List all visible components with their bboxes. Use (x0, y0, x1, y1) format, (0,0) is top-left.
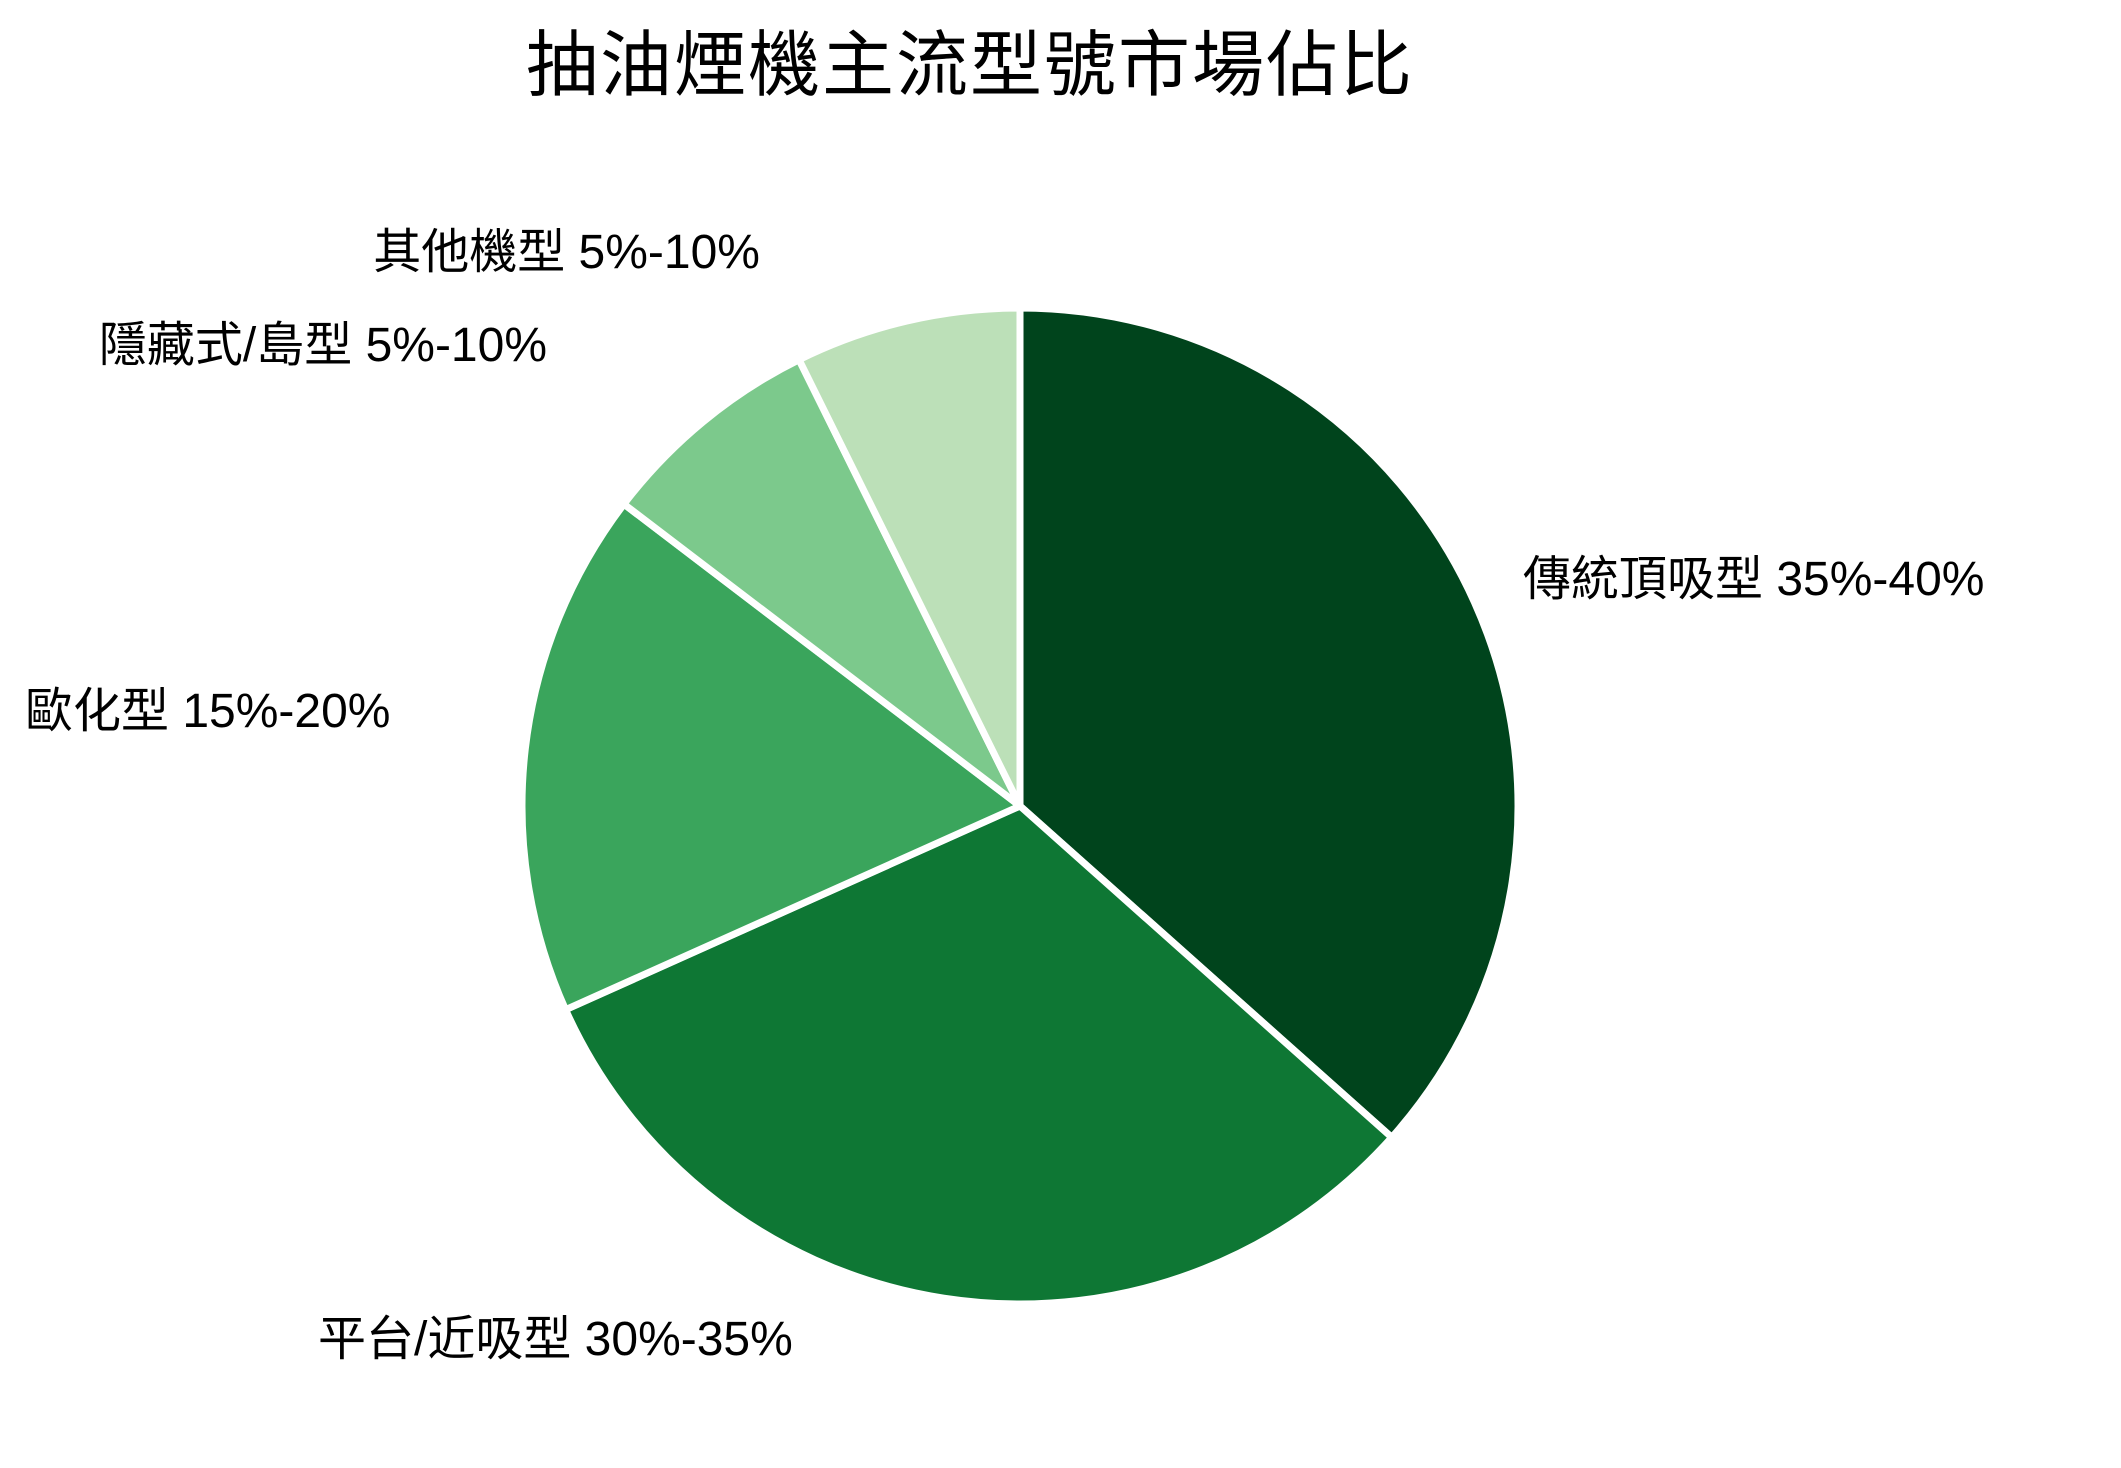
slice-label-traditional-top-suction: 傳統頂吸型 35%-40% (1523, 553, 1985, 606)
pie-slice-3 (518, 500, 1024, 1014)
slice-label-platform-near-suction: 平台/近吸型 30%-35% (318, 1313, 793, 1366)
slice-label-hidden-island: 隱藏式/島型 5%-10% (98, 319, 547, 372)
pie-slice-5 (795, 304, 1024, 810)
pie-slice-4 (620, 356, 1024, 810)
chart-title: 抽油煙機主流型號市場佔比 (525, 26, 1414, 106)
pie-slice-1 (1016, 304, 1522, 1141)
slice-label-european-style: 歐化型 15%-20% (25, 685, 391, 738)
pie-slice-2 (562, 802, 1396, 1308)
slice-label-other-models: 其他機型 5%-10% (373, 226, 760, 279)
